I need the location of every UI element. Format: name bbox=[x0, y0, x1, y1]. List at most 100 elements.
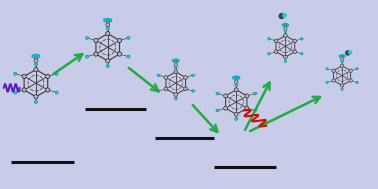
Ellipse shape bbox=[345, 51, 350, 55]
Ellipse shape bbox=[175, 66, 177, 69]
Ellipse shape bbox=[343, 55, 345, 57]
Ellipse shape bbox=[34, 59, 37, 62]
Ellipse shape bbox=[326, 81, 328, 84]
Ellipse shape bbox=[165, 88, 167, 90]
Ellipse shape bbox=[341, 65, 343, 67]
Ellipse shape bbox=[34, 95, 38, 98]
Ellipse shape bbox=[164, 76, 167, 79]
Ellipse shape bbox=[237, 77, 240, 79]
Ellipse shape bbox=[294, 51, 296, 53]
Ellipse shape bbox=[22, 75, 26, 78]
Ellipse shape bbox=[235, 113, 238, 116]
Ellipse shape bbox=[34, 68, 38, 71]
Ellipse shape bbox=[184, 76, 187, 79]
Ellipse shape bbox=[350, 80, 351, 81]
Ellipse shape bbox=[275, 40, 277, 42]
Ellipse shape bbox=[107, 60, 109, 62]
Ellipse shape bbox=[285, 56, 286, 58]
Ellipse shape bbox=[174, 70, 177, 73]
Ellipse shape bbox=[356, 81, 358, 84]
Ellipse shape bbox=[175, 98, 177, 100]
Ellipse shape bbox=[341, 88, 343, 90]
Ellipse shape bbox=[233, 77, 235, 79]
Ellipse shape bbox=[341, 84, 343, 87]
Ellipse shape bbox=[118, 52, 121, 56]
Ellipse shape bbox=[35, 96, 37, 98]
Ellipse shape bbox=[216, 92, 219, 95]
Ellipse shape bbox=[34, 63, 37, 66]
Ellipse shape bbox=[275, 50, 277, 53]
Ellipse shape bbox=[177, 60, 179, 62]
Ellipse shape bbox=[46, 89, 49, 91]
Ellipse shape bbox=[216, 109, 219, 112]
Ellipse shape bbox=[107, 24, 109, 26]
Ellipse shape bbox=[275, 51, 277, 53]
Ellipse shape bbox=[127, 55, 130, 58]
Ellipse shape bbox=[284, 56, 287, 58]
Ellipse shape bbox=[246, 95, 248, 97]
Ellipse shape bbox=[55, 72, 58, 75]
Ellipse shape bbox=[106, 59, 110, 63]
Ellipse shape bbox=[350, 70, 351, 71]
Ellipse shape bbox=[225, 95, 226, 97]
Ellipse shape bbox=[245, 94, 248, 98]
Ellipse shape bbox=[245, 107, 248, 110]
Ellipse shape bbox=[118, 40, 121, 41]
Ellipse shape bbox=[287, 24, 288, 26]
Ellipse shape bbox=[332, 79, 335, 82]
Ellipse shape bbox=[32, 55, 35, 58]
Ellipse shape bbox=[349, 69, 352, 72]
Ellipse shape bbox=[254, 92, 256, 95]
Ellipse shape bbox=[22, 88, 26, 92]
Ellipse shape bbox=[46, 88, 50, 92]
Ellipse shape bbox=[235, 113, 237, 115]
Ellipse shape bbox=[37, 55, 40, 58]
Ellipse shape bbox=[356, 68, 358, 70]
Ellipse shape bbox=[184, 87, 187, 90]
Ellipse shape bbox=[235, 89, 237, 91]
Ellipse shape bbox=[268, 38, 270, 40]
Ellipse shape bbox=[157, 90, 160, 92]
Ellipse shape bbox=[285, 28, 286, 29]
Ellipse shape bbox=[34, 100, 37, 103]
Ellipse shape bbox=[192, 74, 194, 77]
Ellipse shape bbox=[341, 61, 343, 63]
Ellipse shape bbox=[85, 36, 88, 39]
Ellipse shape bbox=[95, 40, 97, 41]
Ellipse shape bbox=[254, 109, 256, 112]
Ellipse shape bbox=[175, 63, 177, 66]
Ellipse shape bbox=[118, 39, 121, 42]
Ellipse shape bbox=[246, 107, 248, 109]
Ellipse shape bbox=[55, 91, 58, 94]
Ellipse shape bbox=[224, 107, 227, 110]
Ellipse shape bbox=[106, 23, 109, 26]
Ellipse shape bbox=[283, 14, 286, 17]
Ellipse shape bbox=[46, 75, 49, 77]
Ellipse shape bbox=[46, 75, 50, 78]
Ellipse shape bbox=[275, 40, 277, 42]
Ellipse shape bbox=[279, 14, 284, 19]
Ellipse shape bbox=[14, 91, 17, 94]
Ellipse shape bbox=[118, 53, 121, 55]
Ellipse shape bbox=[293, 50, 296, 53]
Ellipse shape bbox=[164, 87, 167, 90]
Ellipse shape bbox=[174, 93, 177, 96]
Ellipse shape bbox=[284, 34, 287, 37]
Ellipse shape bbox=[341, 58, 343, 60]
Ellipse shape bbox=[339, 55, 341, 57]
Ellipse shape bbox=[341, 55, 343, 57]
Ellipse shape bbox=[341, 59, 343, 60]
Ellipse shape bbox=[333, 70, 334, 71]
Ellipse shape bbox=[293, 40, 296, 42]
Ellipse shape bbox=[35, 60, 37, 62]
Ellipse shape bbox=[106, 27, 109, 30]
Ellipse shape bbox=[192, 90, 194, 92]
Ellipse shape bbox=[235, 80, 238, 83]
Ellipse shape bbox=[127, 36, 130, 39]
Ellipse shape bbox=[175, 71, 177, 73]
Ellipse shape bbox=[235, 88, 238, 91]
Ellipse shape bbox=[157, 74, 160, 77]
Ellipse shape bbox=[294, 40, 296, 42]
Ellipse shape bbox=[282, 24, 284, 26]
Ellipse shape bbox=[341, 85, 343, 86]
